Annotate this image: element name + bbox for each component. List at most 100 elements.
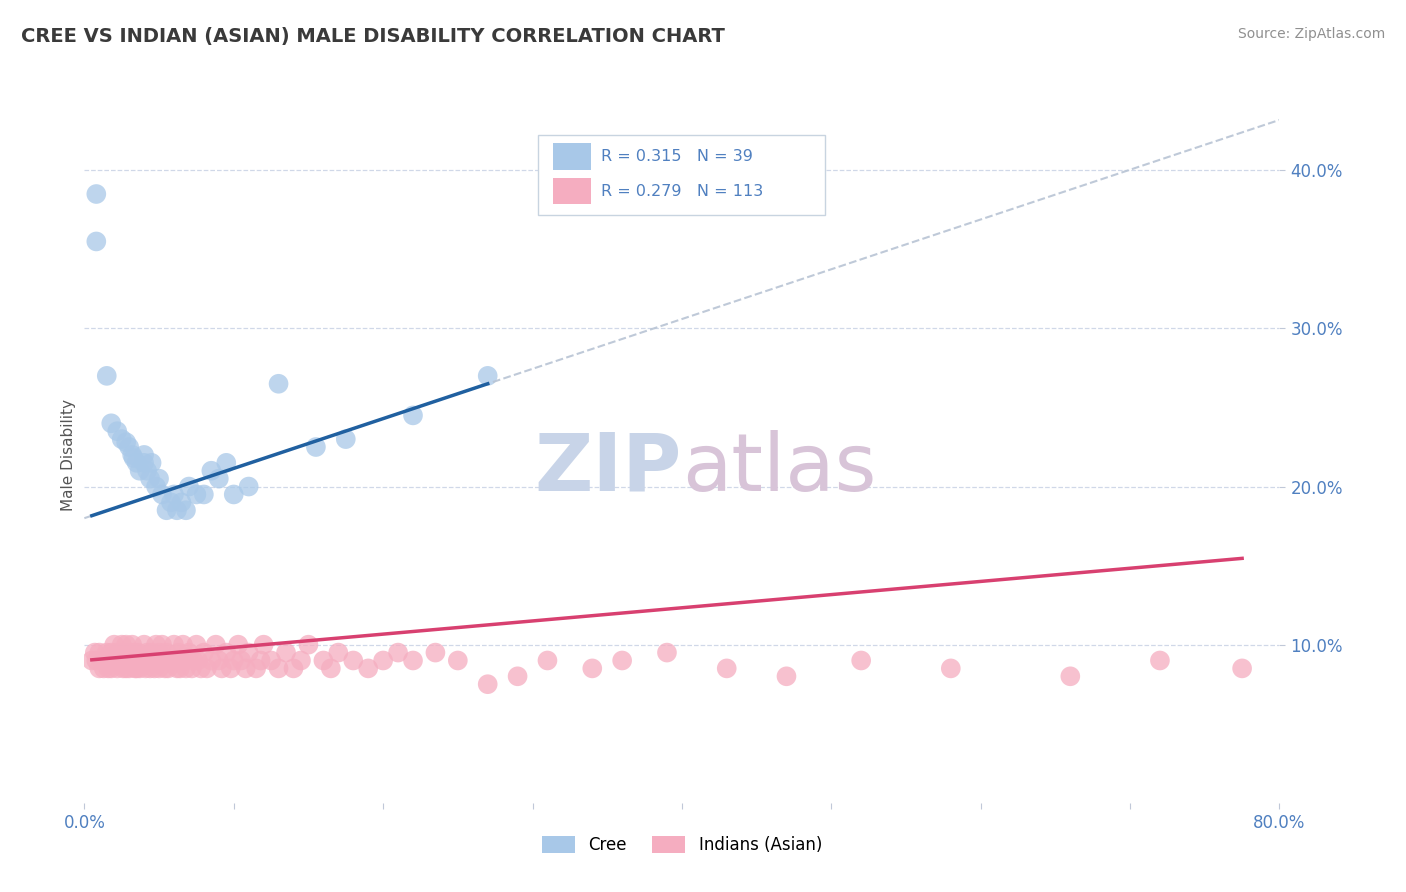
Point (373, 653, 395, 667)
Point (124, 646, 146, 660)
Point (163, 487, 186, 501)
Text: CREE VS INDIAN (ASIAN) MALE DISABILITY CORRELATION CHART: CREE VS INDIAN (ASIAN) MALE DISABILITY C… (21, 27, 725, 45)
Point (357, 661, 380, 675)
Point (100, 646, 122, 660)
Point (274, 646, 297, 660)
Point (177, 646, 200, 660)
Point (120, 653, 142, 667)
Point (100, 661, 122, 675)
Point (105, 424, 128, 438)
Point (105, 661, 128, 675)
Point (851, 653, 873, 667)
Text: R = 0.315   N = 39: R = 0.315 N = 39 (600, 149, 752, 164)
Point (222, 653, 245, 667)
Text: ZIP: ZIP (534, 430, 682, 508)
Point (136, 646, 159, 660)
Point (110, 653, 132, 667)
Point (477, 368, 499, 383)
Point (96, 653, 118, 667)
Legend: Cree, Indians (Asian): Cree, Indians (Asian) (536, 829, 828, 861)
Point (222, 487, 245, 501)
Point (153, 661, 176, 675)
Point (89, 661, 111, 675)
Point (124, 661, 146, 675)
Point (155, 503, 177, 517)
Point (267, 661, 290, 675)
Point (103, 638, 125, 652)
Point (174, 661, 197, 675)
Point (716, 661, 738, 675)
Point (245, 661, 267, 675)
Point (157, 661, 180, 675)
Point (402, 653, 425, 667)
Point (80, 653, 103, 667)
Point (132, 456, 156, 470)
Point (128, 464, 150, 478)
Point (181, 661, 204, 675)
Point (103, 653, 125, 667)
Point (86, 235, 108, 249)
Point (148, 661, 170, 675)
Point (122, 653, 145, 667)
Point (96, 646, 118, 660)
Point (402, 409, 425, 423)
FancyBboxPatch shape (553, 178, 591, 204)
Point (141, 456, 163, 470)
Point (477, 677, 499, 691)
Point (163, 653, 186, 667)
Point (283, 661, 305, 675)
Point (145, 479, 167, 493)
Point (132, 448, 156, 462)
Point (1149, 653, 1171, 667)
Point (319, 661, 342, 675)
Point (118, 440, 141, 454)
Point (166, 503, 188, 517)
Point (149, 653, 172, 667)
Point (125, 653, 148, 667)
Point (100, 417, 122, 431)
Point (163, 638, 186, 652)
Point (111, 653, 134, 667)
Point (141, 646, 163, 660)
Point (138, 653, 160, 667)
Point (121, 448, 143, 462)
Point (193, 487, 215, 501)
Point (150, 487, 173, 501)
Point (238, 646, 260, 660)
Point (260, 653, 283, 667)
Point (1230, 661, 1253, 675)
Point (111, 432, 134, 446)
Point (89, 646, 111, 660)
Point (145, 653, 167, 667)
Point (148, 646, 170, 660)
Point (112, 661, 135, 675)
Point (193, 646, 215, 660)
Point (125, 661, 148, 675)
Point (775, 669, 797, 683)
Point (235, 661, 257, 675)
Point (425, 646, 447, 660)
Point (170, 653, 193, 667)
Point (155, 646, 177, 660)
Point (200, 653, 222, 667)
Point (312, 653, 335, 667)
Point (93, 661, 115, 675)
Point (208, 653, 231, 667)
Point (231, 653, 253, 667)
Point (190, 661, 212, 675)
Point (183, 653, 205, 667)
Point (132, 653, 156, 667)
Point (536, 653, 558, 667)
Point (111, 638, 134, 652)
FancyBboxPatch shape (553, 144, 591, 169)
Point (305, 440, 328, 454)
Point (86, 653, 108, 667)
Point (581, 661, 603, 675)
Point (143, 661, 166, 675)
Point (148, 472, 170, 486)
Point (173, 653, 195, 667)
Point (186, 638, 208, 652)
Point (215, 456, 238, 470)
Point (115, 638, 138, 652)
Point (115, 435, 138, 450)
